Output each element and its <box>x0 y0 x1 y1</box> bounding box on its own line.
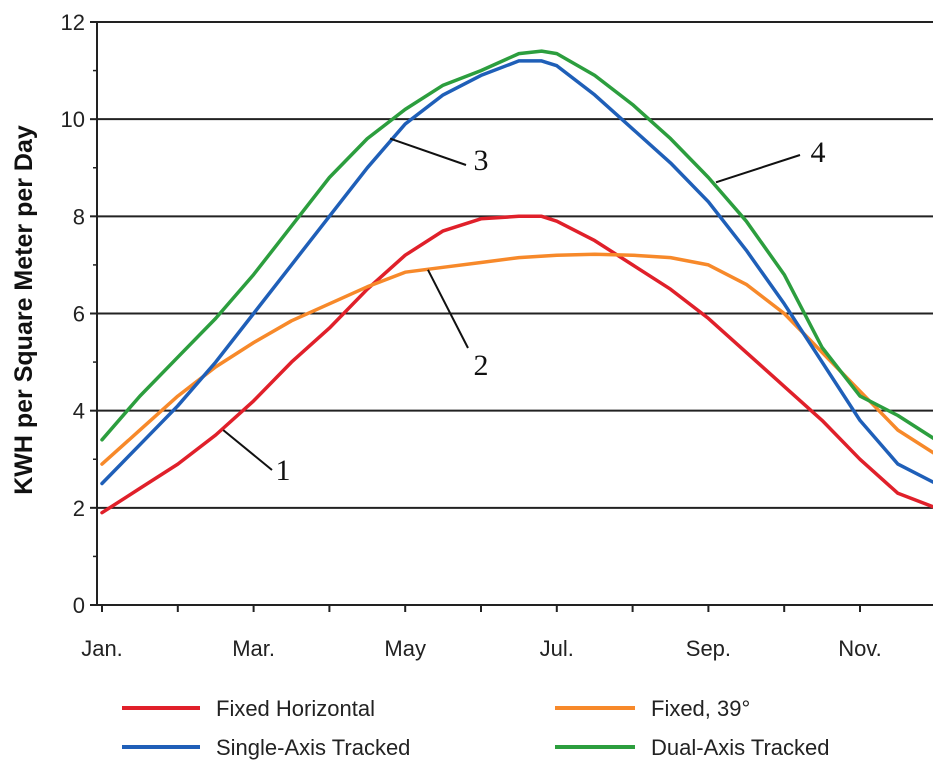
y-tick-label: 12 <box>61 10 85 35</box>
legend-item-fixed-horizontal: Fixed Horizontal <box>122 696 375 721</box>
legend-item-dual-axis-tracked: Dual-Axis Tracked <box>555 735 830 760</box>
callout-leader <box>222 429 273 471</box>
gridlines <box>97 21 933 509</box>
x-tick-label: Mar. <box>232 636 275 661</box>
legend: Fixed Horizontal Fixed, 39° Single-Axis Tr… <box>122 696 830 760</box>
legend-item-single-axis-tracked: Single-Axis Tracked <box>122 735 410 760</box>
series-line-dual-axis-tracked <box>100 49 933 442</box>
callout-leader <box>715 154 801 184</box>
series-line-single-axis-tracked <box>100 59 933 486</box>
legend-label: Single-Axis Tracked <box>216 735 410 760</box>
y-axis-label: KWH per Square Meter per Day <box>10 125 38 495</box>
x-tick-label: Jul. <box>540 636 574 661</box>
x-tick-label: Sep. <box>686 636 731 661</box>
callout-leader <box>389 137 467 166</box>
x-tick-label: May <box>384 636 426 661</box>
y-tick-label: 4 <box>73 399 85 424</box>
legend-label: Dual-Axis Tracked <box>651 735 830 760</box>
callout-label: 2 <box>474 349 489 382</box>
series-lines <box>100 49 933 515</box>
series-line-fixed-horizontal <box>100 214 933 515</box>
callouts: 1 2 3 4 <box>222 136 826 487</box>
legend-item-fixed-39: Fixed, 39° <box>555 696 750 721</box>
x-tick-label: Nov. <box>838 636 882 661</box>
y-tick-label: 6 <box>73 302 85 327</box>
legend-label: Fixed Horizontal <box>216 696 375 721</box>
legend-label: Fixed, 39° <box>651 696 750 721</box>
callout-label: 4 <box>811 136 826 169</box>
y-tick-label: 8 <box>73 204 85 229</box>
callout-label: 1 <box>276 454 291 487</box>
y-tick-label: 2 <box>73 496 85 521</box>
callout-label: 3 <box>474 144 489 177</box>
y-tick-label: 0 <box>73 593 85 618</box>
series-line-fixed-39 <box>100 252 933 466</box>
y-tick-label: 10 <box>61 107 85 132</box>
x-tick-label: Jan. <box>81 636 123 661</box>
callout-leader <box>427 269 469 349</box>
